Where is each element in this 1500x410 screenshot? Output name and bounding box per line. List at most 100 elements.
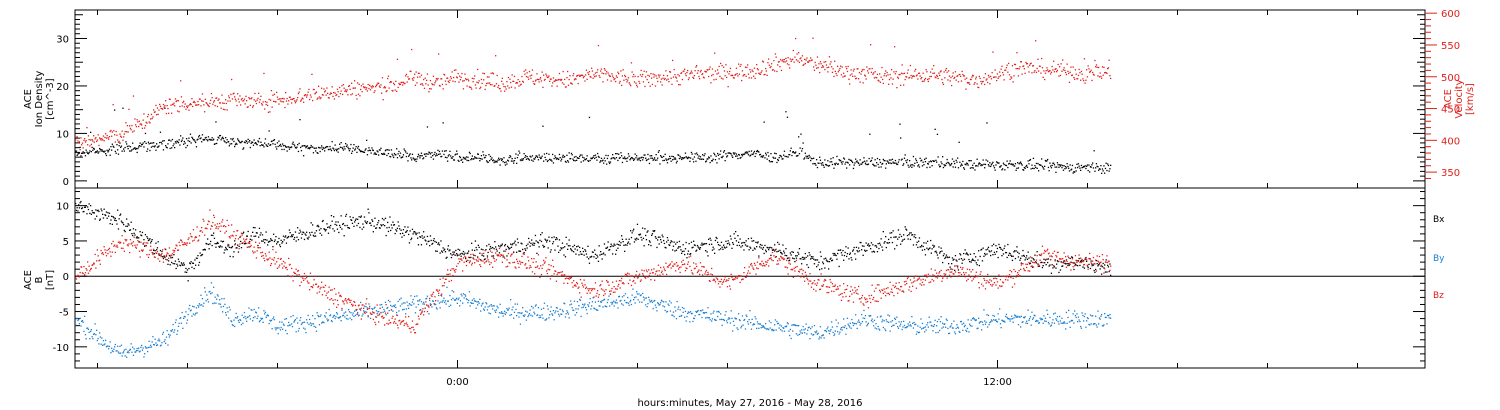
data-point [537, 156, 539, 158]
data-point [506, 81, 508, 83]
data-point [762, 248, 764, 250]
data-point [994, 253, 996, 255]
data-point [441, 155, 443, 158]
data-point [770, 254, 772, 256]
data-point [240, 141, 243, 143]
data-point [225, 99, 227, 101]
data-point [707, 255, 709, 257]
data-point [954, 255, 957, 257]
data-point [245, 242, 247, 245]
data-point [685, 156, 687, 158]
data-point [663, 155, 665, 158]
data-point [882, 249, 884, 251]
data-point [1042, 76, 1044, 78]
data-point [1048, 170, 1050, 172]
data-point [447, 80, 449, 82]
data-point [185, 267, 187, 270]
data-point [494, 241, 496, 243]
data-point [186, 271, 188, 273]
data-point [969, 78, 972, 81]
data-point [807, 155, 809, 157]
data-point [936, 74, 938, 77]
data-point [225, 312, 227, 314]
data-point [508, 248, 510, 250]
data-point [831, 71, 834, 73]
data-point [132, 148, 135, 150]
data-point [714, 239, 717, 242]
data-point [100, 150, 102, 152]
data-point [423, 236, 426, 238]
data-point [986, 122, 988, 124]
data-point [159, 141, 161, 144]
data-point [1093, 74, 1095, 76]
data-point [703, 243, 705, 245]
data-point [909, 165, 912, 167]
data-point [813, 263, 816, 265]
data-point [630, 158, 632, 160]
data-point [369, 89, 372, 91]
data-point [899, 233, 901, 236]
data-point [357, 222, 360, 225]
data-point [654, 236, 657, 238]
data-point [330, 314, 332, 316]
data-point [648, 240, 651, 242]
data-point [1059, 164, 1061, 166]
data-point [522, 314, 525, 317]
data-point [120, 136, 123, 138]
data-point [1100, 265, 1102, 267]
data-point [295, 100, 297, 102]
data-point [347, 146, 349, 148]
data-point [100, 343, 102, 345]
data-point [666, 79, 668, 81]
data-point [457, 72, 459, 75]
data-point [282, 145, 285, 147]
left-tick-label: 30 [56, 34, 69, 45]
data-point [270, 99, 272, 101]
data-point [549, 240, 551, 242]
data-point [533, 311, 535, 313]
data-point [436, 79, 438, 81]
data-point [746, 66, 748, 69]
data-point [399, 152, 402, 154]
data-point [444, 150, 446, 152]
data-point [993, 251, 996, 253]
data-point [588, 73, 590, 76]
data-point [913, 236, 915, 238]
data-point [122, 139, 124, 141]
data-point [598, 75, 600, 77]
data-point [438, 153, 440, 155]
data-point [406, 229, 408, 232]
data-point [306, 322, 309, 324]
data-point [112, 145, 114, 147]
data-point [1072, 66, 1074, 68]
data-point [605, 154, 607, 157]
data-point [918, 240, 920, 242]
data-point [935, 77, 937, 79]
data-point [716, 162, 718, 164]
data-point [774, 53, 777, 55]
data-point [398, 225, 400, 227]
data-point [1053, 164, 1056, 166]
data-point [468, 159, 470, 162]
data-point [1051, 65, 1053, 68]
data-point [930, 160, 932, 162]
data-point [279, 321, 281, 323]
data-point [893, 236, 895, 238]
data-point [680, 72, 682, 74]
data-point [553, 236, 555, 238]
data-point [86, 151, 88, 153]
data-point [234, 96, 236, 98]
data-point [827, 260, 829, 263]
data-point [324, 147, 327, 149]
data-point [1018, 252, 1020, 255]
data-point [769, 66, 771, 69]
data-point [997, 162, 999, 164]
data-point [555, 310, 557, 312]
data-point [420, 74, 423, 76]
data-point [498, 159, 501, 161]
data-point [744, 74, 746, 76]
data-point [300, 146, 302, 149]
data-point [322, 321, 324, 323]
data-point [414, 232, 417, 234]
data-point [870, 248, 872, 250]
